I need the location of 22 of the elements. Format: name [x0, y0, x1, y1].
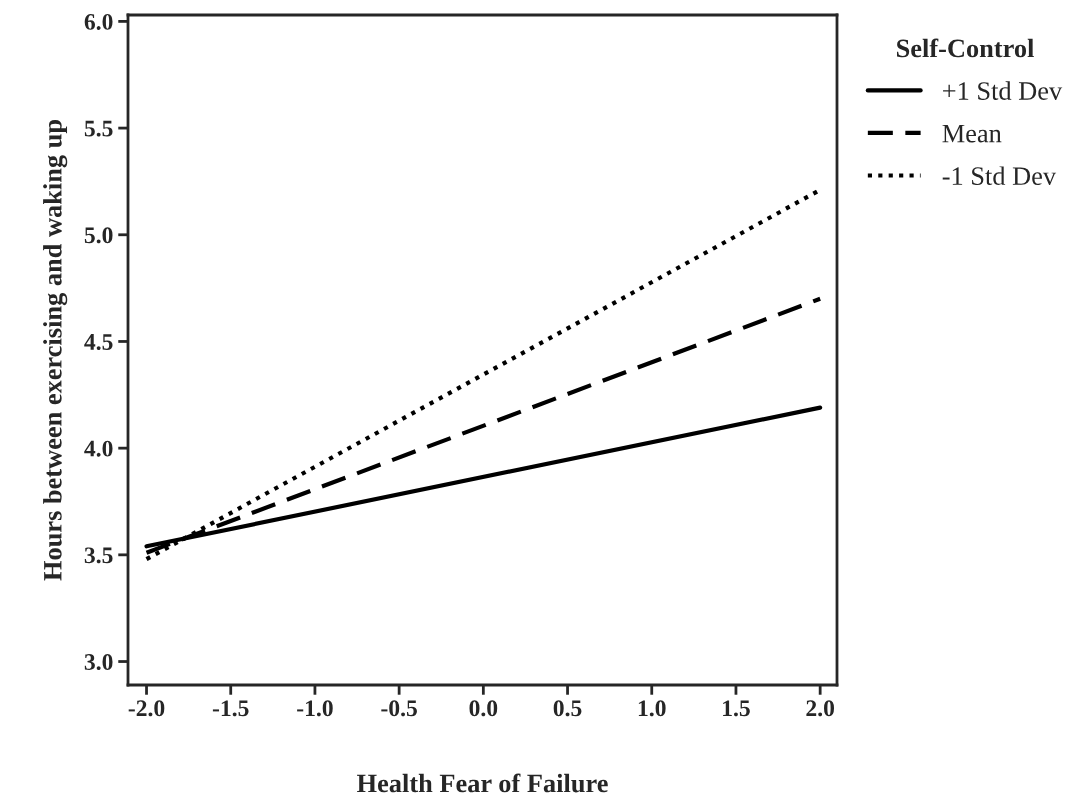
x-tick-label: -1.5 — [212, 700, 249, 717]
legend-label: -1 Std Dev — [942, 166, 1057, 186]
y-tick-label: 3.5 — [84, 547, 113, 564]
x-tick-label: -1.0 — [297, 700, 333, 717]
y-tick-label: 5.5 — [84, 120, 113, 137]
x-tick-label: -2.0 — [128, 700, 165, 717]
legend-label: +1 Std Dev — [943, 81, 1063, 100]
y-tick-label: 5.0 — [84, 227, 113, 244]
x-tick-label: -0.5 — [381, 700, 417, 717]
x-tick-label: 1.0 — [638, 700, 666, 717]
y-axis-title: Hours between exercising and waking up — [43, 120, 68, 581]
y-tick-label: 4.0 — [84, 440, 113, 457]
legend-label: Mean — [942, 124, 1002, 143]
y-tick-label: 4.5 — [84, 334, 113, 350]
x-tick-label: 1.5 — [723, 700, 750, 717]
legend-title: Self-Control — [897, 38, 1034, 58]
x-tick-label: 0.0 — [469, 700, 498, 717]
x-tick-label: 0.5 — [553, 700, 582, 717]
x-tick-label: 2.0 — [806, 700, 835, 717]
x-axis-title: Health Fear of Failure — [357, 773, 608, 793]
y-tick-label: 3.0 — [84, 654, 113, 671]
y-tick-label: 6.0 — [84, 13, 113, 30]
